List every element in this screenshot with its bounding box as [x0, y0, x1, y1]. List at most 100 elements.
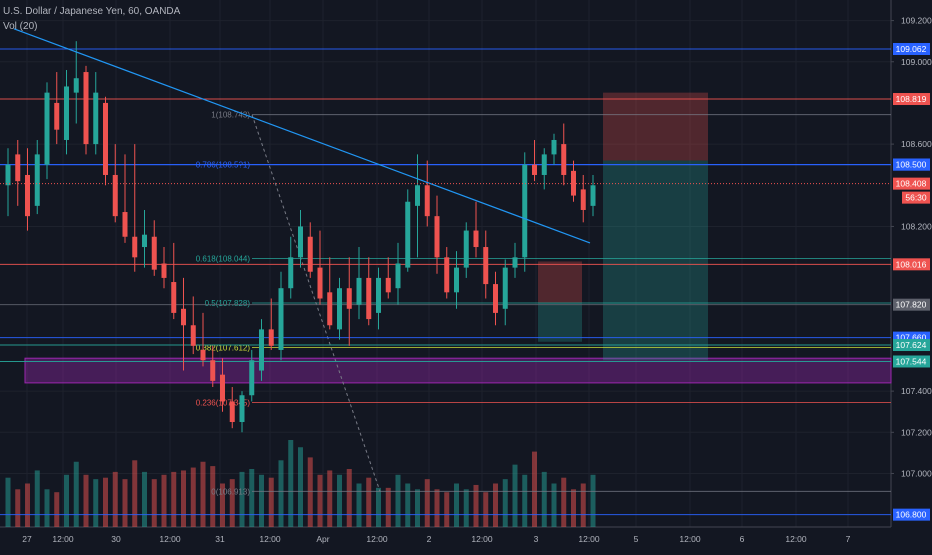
time-axis-label: 12:00: [578, 534, 600, 544]
price-tag: [893, 258, 930, 271]
candle-body: [259, 329, 264, 371]
price-tag: [893, 298, 930, 311]
volume-bar: [210, 466, 216, 527]
fib-level-label: 1(108.743): [211, 111, 250, 120]
candle-body: [93, 92, 99, 145]
volume-bar: [64, 474, 69, 527]
volume-bar: [151, 479, 157, 527]
candle-body: [278, 288, 284, 350]
price-axis-label: 107.000: [901, 468, 932, 478]
price-axis-label: 107.400: [901, 386, 932, 396]
volume-bar: [112, 471, 118, 527]
price-tag: [893, 177, 930, 190]
candle-body: [356, 277, 362, 305]
trend-line: [13, 28, 591, 244]
volume-bar: [502, 479, 508, 527]
time-axis-label: 3: [534, 534, 539, 544]
candle-body: [444, 257, 450, 293]
candle-body: [220, 374, 225, 402]
candle-body: [424, 185, 430, 217]
price-tag-label: 109.062: [896, 44, 927, 54]
fib-level-label: 0.618(108.044): [196, 255, 251, 264]
candle-body: [395, 263, 401, 289]
candle-body: [249, 360, 255, 396]
candle-body: [376, 277, 381, 313]
volume-bar: [142, 471, 147, 527]
volume-bar: [44, 489, 50, 527]
candle-body: [112, 174, 118, 217]
volume-bar: [366, 477, 372, 527]
volume-bar: [405, 483, 411, 527]
volume-bar: [15, 489, 21, 527]
demand-zone: [24, 357, 892, 384]
volume-bar: [83, 474, 89, 527]
candle-body: [171, 282, 177, 313]
candle-body: [5, 164, 11, 186]
volume-bar: [200, 461, 206, 527]
volume-bar: [307, 457, 313, 527]
candle-body: [103, 102, 108, 175]
candle-body: [434, 216, 440, 258]
small-position-stop-zone: [538, 261, 582, 303]
price-tag-label: 107.660: [896, 333, 927, 343]
candle-body: [151, 236, 157, 270]
volume-bar: [239, 471, 245, 527]
short-position-stop-zone: [603, 92, 708, 161]
time-axis-label: 12:00: [259, 534, 281, 544]
candle-body: [541, 154, 547, 175]
price-tag: [893, 93, 930, 106]
price-tag-label: 108.016: [896, 259, 927, 269]
small-position-target-zone: [538, 302, 582, 342]
volume-bar: [473, 484, 479, 527]
volume-bar: [54, 492, 60, 527]
candle-body: [181, 308, 186, 326]
volume-bar: [5, 477, 11, 527]
volume-bar: [571, 489, 576, 527]
volume-bar: [483, 492, 489, 527]
time-axis-label: 30: [111, 534, 121, 544]
time-axis-label: 12:00: [471, 534, 493, 544]
fib-level-label: 0(106.913): [211, 487, 250, 496]
volume-bar: [541, 471, 547, 527]
volume-bar: [395, 474, 401, 527]
time-axis-label: 12:00: [679, 534, 701, 544]
volume-bar: [190, 467, 196, 527]
volume-bar: [229, 479, 235, 527]
candle-body: [83, 72, 89, 145]
candle-body: [532, 164, 537, 175]
price-axis-label: 108.600: [901, 139, 932, 149]
candle-body: [307, 236, 313, 272]
volume-bar: [171, 471, 177, 527]
volume-bar: [337, 474, 342, 527]
volume-bar: [424, 479, 430, 527]
volume-bar: [181, 470, 186, 527]
candle-body: [493, 284, 498, 313]
price-axis-label: 109.200: [901, 16, 932, 26]
candle-body: [385, 277, 391, 293]
candle-body: [54, 102, 60, 130]
candle-body: [483, 247, 489, 285]
candle-body: [337, 288, 342, 330]
candle-body: [551, 139, 557, 155]
volume-bar: [376, 487, 381, 527]
price-tag: [893, 42, 930, 55]
volume-bar: [434, 489, 440, 527]
volume-bar: [132, 460, 138, 527]
volume-bar: [220, 483, 225, 527]
volume-bar: [298, 447, 303, 527]
price-tag-label: 106.800: [896, 510, 927, 520]
candle-body: [298, 226, 303, 258]
time-axis-label: Apr: [316, 534, 329, 544]
candle-body: [502, 267, 508, 309]
volume-bar: [493, 483, 498, 527]
price-tag-label: 107.544: [896, 356, 927, 366]
volume-bar: [561, 477, 567, 527]
price-tag: [893, 508, 930, 521]
volume-bar: [512, 464, 518, 527]
volume-bar: [122, 479, 128, 527]
candle-body: [317, 267, 323, 299]
volume-bar: [249, 469, 255, 527]
volume-bar: [259, 474, 264, 527]
